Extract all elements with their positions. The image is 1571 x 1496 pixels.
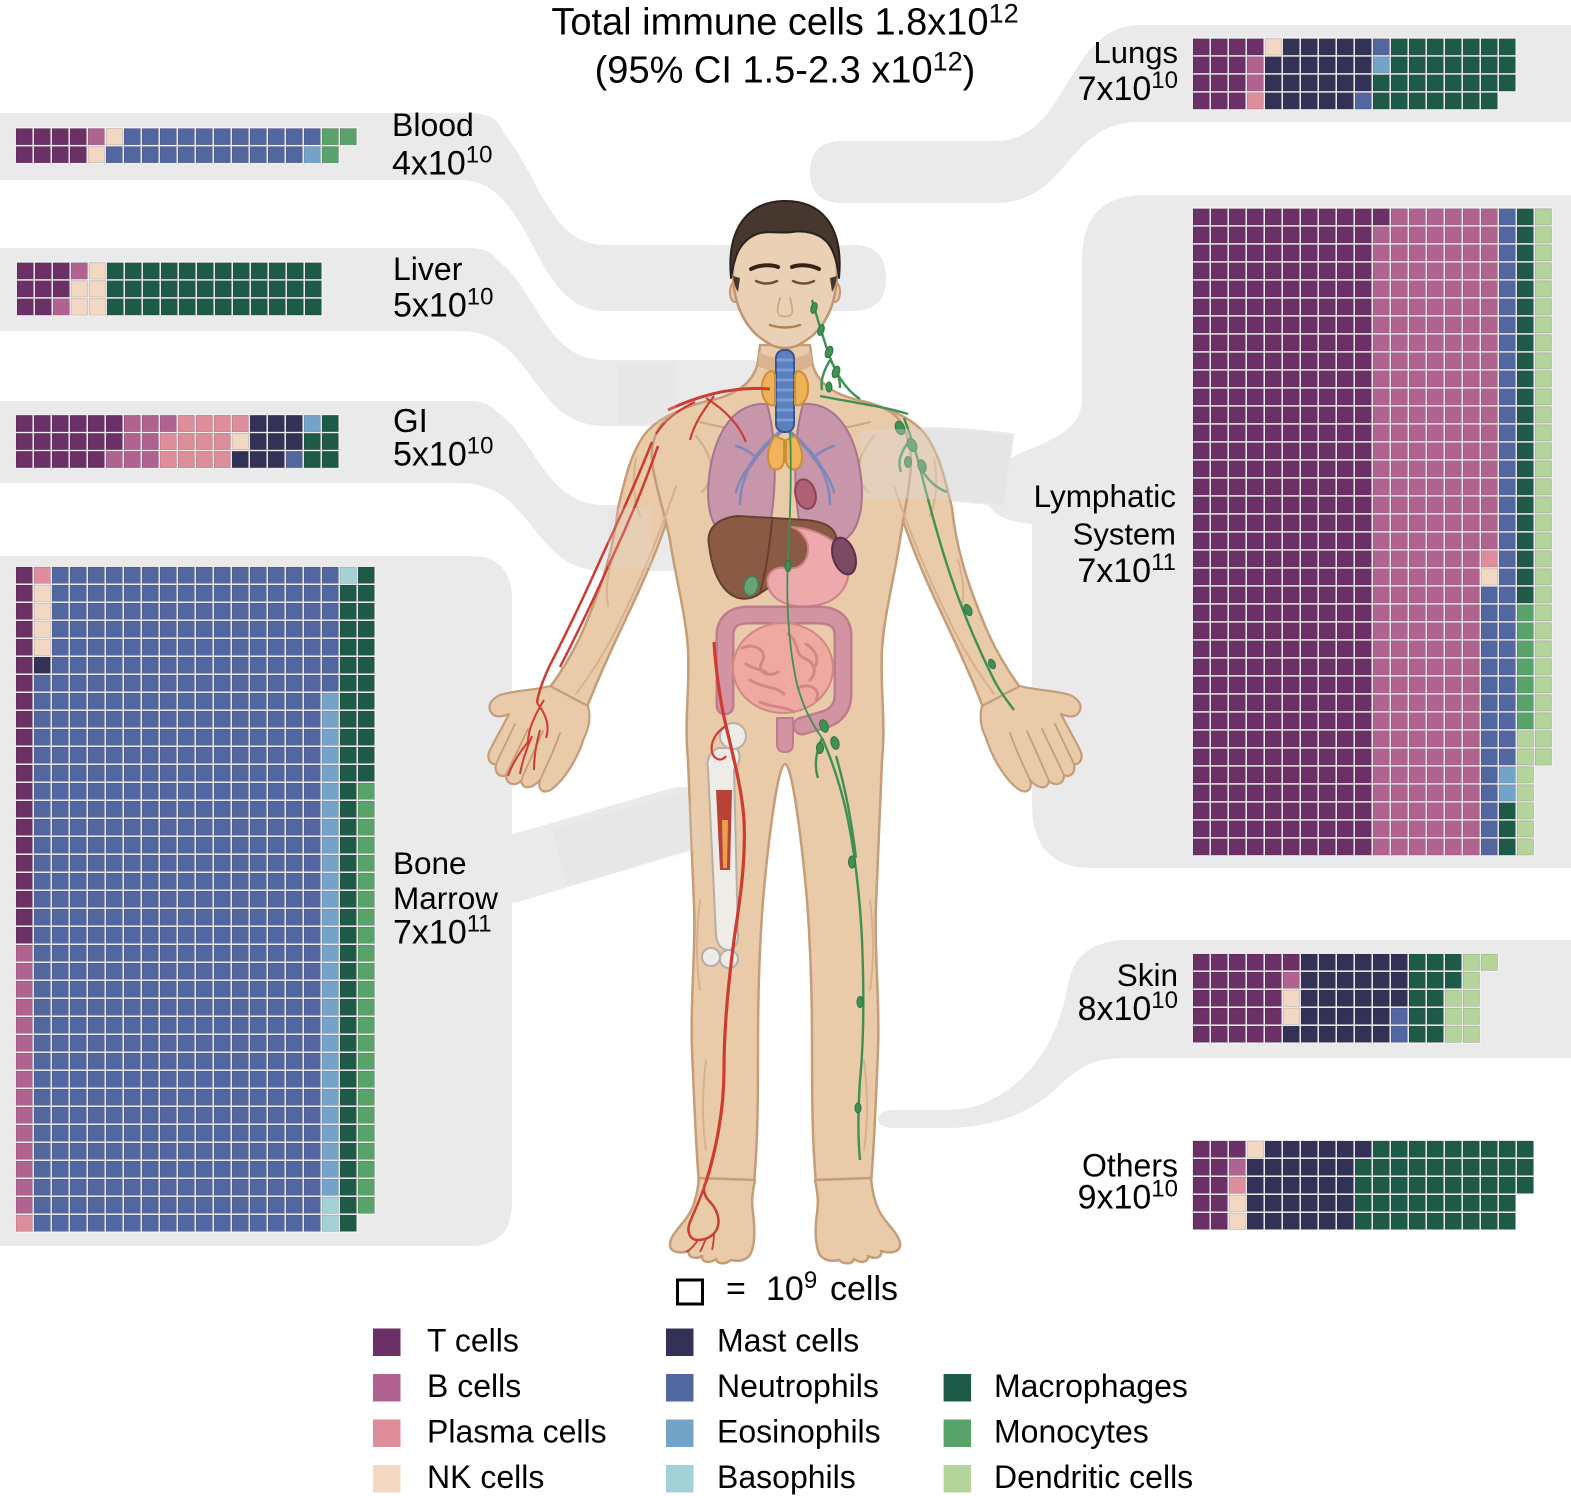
svg-text:NK cells: NK cells bbox=[427, 1459, 544, 1495]
svg-text:Basophils: Basophils bbox=[717, 1459, 856, 1495]
svg-text:Total immune cells 1.8x1012: Total immune cells 1.8x1012 bbox=[551, 0, 1018, 44]
svg-text:5x1010: 5x1010 bbox=[393, 433, 493, 474]
svg-text:Others: Others bbox=[1082, 1148, 1178, 1184]
svg-text:Plasma cells: Plasma cells bbox=[427, 1414, 607, 1450]
svg-text:B cells: B cells bbox=[427, 1368, 521, 1404]
svg-text:Liver: Liver bbox=[393, 251, 463, 287]
svg-text:(95% CI 1.5-2.3 x1012): (95% CI 1.5-2.3 x1012) bbox=[595, 47, 976, 92]
svg-text:109: 109 bbox=[766, 1267, 817, 1308]
svg-text:Bone: Bone bbox=[393, 845, 467, 881]
svg-text:Macrophages: Macrophages bbox=[994, 1368, 1188, 1404]
svg-text:Lymphatic: Lymphatic bbox=[1034, 478, 1176, 514]
svg-text:System: System bbox=[1073, 517, 1176, 552]
svg-text:Mast cells: Mast cells bbox=[717, 1323, 859, 1359]
svg-text:T cells: T cells bbox=[427, 1323, 519, 1359]
svg-text:Monocytes: Monocytes bbox=[994, 1414, 1149, 1450]
svg-text:9x1010: 9x1010 bbox=[1078, 1176, 1178, 1217]
svg-text:cells: cells bbox=[830, 1270, 898, 1308]
svg-text:Eosinophils: Eosinophils bbox=[717, 1414, 881, 1450]
svg-text:Blood: Blood bbox=[392, 107, 474, 143]
svg-text:=: = bbox=[726, 1270, 746, 1308]
svg-text:4x1010: 4x1010 bbox=[392, 142, 492, 183]
svg-text:Neutrophils: Neutrophils bbox=[717, 1368, 879, 1404]
svg-text:Marrow: Marrow bbox=[393, 880, 498, 916]
svg-text:GI: GI bbox=[393, 402, 428, 439]
svg-text:Dendritic cells: Dendritic cells bbox=[994, 1459, 1193, 1495]
svg-text:Lungs: Lungs bbox=[1094, 35, 1178, 70]
svg-text:Skin: Skin bbox=[1117, 957, 1178, 993]
